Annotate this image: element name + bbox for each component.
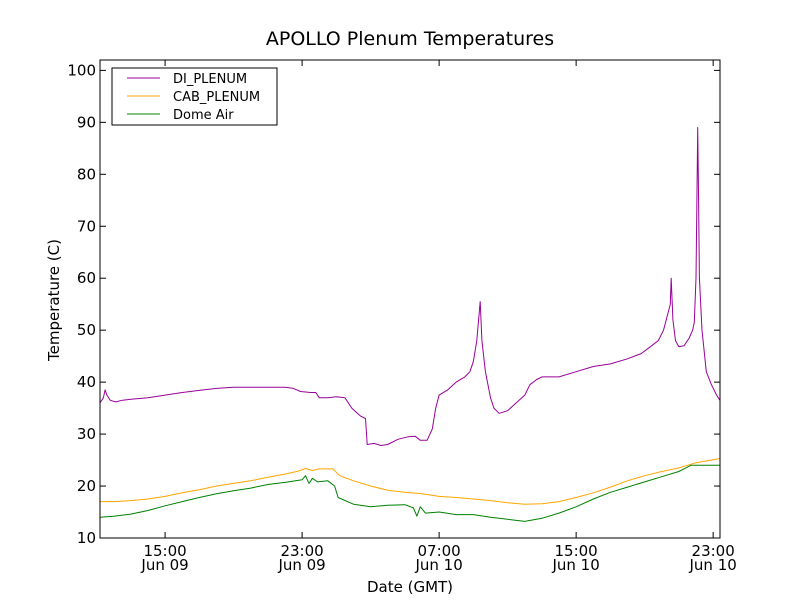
- x-tick-time-label: 15:00: [555, 542, 598, 560]
- x-tick-time-label: 23:00: [692, 542, 735, 560]
- x-tick-date-label: Jun 09: [277, 556, 325, 574]
- x-tick-time-label: 23:00: [280, 542, 323, 560]
- chart-title: APOLLO Plenum Temperatures: [266, 28, 554, 50]
- legend-label: DI_PLENUM: [173, 72, 247, 87]
- legend-label: CAB_PLENUM: [173, 90, 260, 105]
- x-tick-date-label: Jun 10: [551, 556, 599, 574]
- x-tick-date-label: Jun 10: [414, 556, 462, 574]
- series-line-dome-air: [99, 464, 720, 522]
- y-tick-label: 90: [77, 113, 96, 131]
- y-tick-label: 20: [77, 477, 96, 495]
- x-axis-label: Date (GMT): [367, 578, 453, 596]
- legend-label: Dome Air: [173, 108, 234, 123]
- plot-area: [99, 127, 721, 522]
- x-tick-date-label: Jun 10: [689, 556, 737, 574]
- plot-frame: [99, 59, 721, 539]
- x-tick-time-label: 15:00: [143, 542, 186, 560]
- y-axis-label: Temperature (C): [45, 239, 63, 362]
- y-tick-label: 60: [77, 269, 96, 287]
- legend: DI_PLENUM CAB_PLENUM Dome Air: [111, 67, 278, 126]
- x-tick-date-label: Jun 09: [140, 556, 188, 574]
- x-tick-time-label: 07:00: [417, 542, 460, 560]
- y-tick-label: 100: [67, 61, 96, 79]
- y-tick-label: 40: [77, 373, 96, 391]
- y-tick-label: 70: [77, 217, 96, 235]
- y-tick-label: 80: [77, 165, 96, 183]
- y-tick-label: 30: [77, 425, 96, 443]
- series-line-cab-plenum: [100, 458, 721, 505]
- y-tick-label: 50: [77, 321, 96, 339]
- series-line-di-plenum: [99, 127, 721, 446]
- y-tick-label: 10: [77, 529, 96, 547]
